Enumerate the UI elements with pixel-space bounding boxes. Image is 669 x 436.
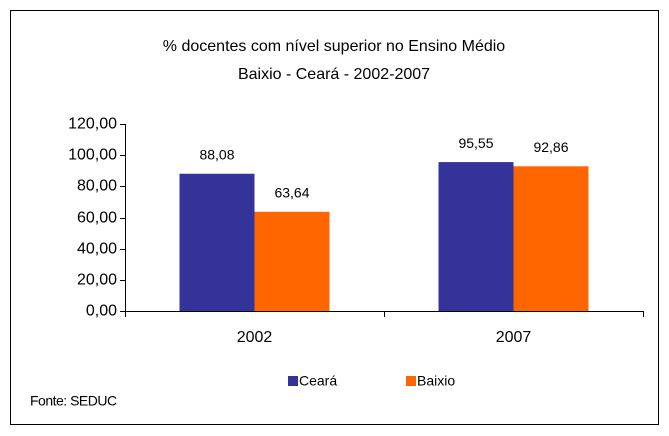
source-note: Fonte: SEDUC	[30, 393, 117, 409]
y-tick-label: 20,00	[77, 272, 117, 289]
y-tick-label: 60,00	[77, 210, 117, 227]
bar	[254, 211, 330, 311]
y-tick-label: 0,00	[86, 303, 117, 320]
x-tick-label: 2002	[237, 329, 273, 346]
bar	[438, 162, 514, 311]
legend-label: Ceará	[299, 373, 337, 389]
chart-subtitle: Baixio - Ceará - 2002-2007	[238, 66, 430, 83]
value-label: 63,64	[274, 185, 309, 201]
y-tick-label: 100,00	[68, 147, 117, 164]
x-tick-label: 2007	[496, 329, 532, 346]
y-tick-label: 40,00	[77, 241, 117, 258]
value-label: 95,55	[458, 135, 493, 151]
legend-label: Baixio	[417, 373, 455, 389]
value-label: 88,08	[199, 146, 234, 162]
legend-swatch	[288, 376, 298, 386]
y-tick-label: 120,00	[68, 116, 117, 133]
bar	[513, 166, 589, 311]
chart-title: % docentes com nível superior no Ensino …	[163, 38, 506, 55]
legend-swatch	[406, 376, 416, 386]
bar	[179, 173, 255, 311]
y-tick-label: 80,00	[77, 178, 117, 195]
value-label: 92,86	[533, 139, 568, 155]
